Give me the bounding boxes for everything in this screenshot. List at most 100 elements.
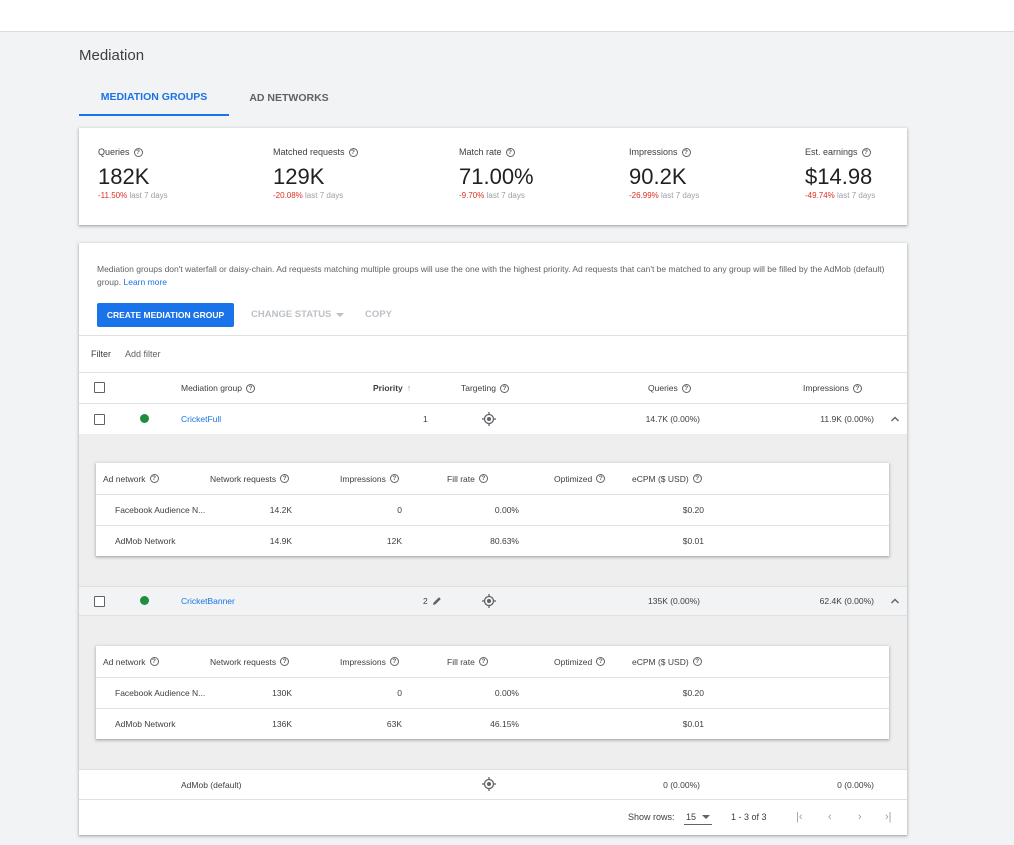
status-dot <box>140 414 149 423</box>
network-impressions: 12K <box>386 536 402 546</box>
help-icon[interactable]: ? <box>149 657 159 666</box>
stat-change: -49.74% <box>805 191 835 200</box>
header-label: Targeting <box>461 383 496 393</box>
page-range: 1 - 3 of 3 <box>731 812 767 822</box>
subheader-label: Network requests <box>210 473 277 484</box>
stat-impressions: Impressions? 90.2K -26.99% last 7 days <box>629 147 699 200</box>
header-impressions[interactable]: Impressions? <box>803 383 862 393</box>
network-requests: 14.2K <box>269 505 292 515</box>
targeting-icon[interactable] <box>482 412 496 426</box>
help-icon[interactable]: ? <box>478 474 488 483</box>
learn-more-link[interactable]: Learn more <box>123 277 167 287</box>
stat-period: last 7 days <box>305 191 344 200</box>
select-all-checkbox[interactable] <box>94 382 105 393</box>
help-icon[interactable]: ? <box>499 383 509 393</box>
subheader-fill-rate: Fill rate? <box>447 646 488 677</box>
network-requests: 130K <box>272 688 292 698</box>
queries-value: 0 (0.00%) <box>663 779 700 790</box>
stat-queries: Queries? 182K -11.50% last 7 days <box>98 147 168 200</box>
add-filter-input[interactable]: Add filter <box>125 349 161 359</box>
subheader-ad-network: Ad network? <box>103 463 159 494</box>
network-ecpm: $0.20 <box>682 505 704 515</box>
rows-per-page-select[interactable]: 15 <box>684 799 713 835</box>
help-icon[interactable]: ? <box>681 383 691 393</box>
mediation-groups-card: Mediation groups don't waterfall or dais… <box>79 243 907 835</box>
status-dot <box>140 596 149 605</box>
network-impressions: 0 <box>397 688 402 698</box>
show-rows-label: Show rows: <box>628 812 675 822</box>
network-name: Facebook Audience N... <box>115 688 206 698</box>
tab-ad-networks[interactable]: AD NETWORKS <box>249 92 329 104</box>
subheader-network-requests: Network requests? <box>210 463 290 494</box>
help-icon[interactable]: ? <box>389 657 399 666</box>
tab-mediation-groups[interactable]: MEDIATION GROUPS <box>79 80 229 116</box>
subheader-label: Optimized <box>554 656 593 667</box>
subheader-ecpm: eCPM ($ USD)? <box>632 646 702 677</box>
network-fill-rate: 0.00% <box>494 505 519 515</box>
create-mediation-group-button[interactable]: CREATE MEDIATION GROUP <box>97 303 234 327</box>
next-page-icon[interactable]: › <box>858 811 862 823</box>
notice-body: Mediation groups don't waterfall or dais… <box>97 264 885 287</box>
edit-pencil-icon[interactable] <box>432 596 442 606</box>
subheader-label: Impressions <box>340 473 386 484</box>
ad-networks-subtable: Ad network? Network requests? Impression… <box>96 646 889 739</box>
chevron-up-icon[interactable] <box>890 414 900 424</box>
help-icon[interactable]: ? <box>505 147 515 157</box>
subheader-label: Ad network <box>103 473 146 484</box>
header-mediation-group[interactable]: Mediation group? <box>181 383 255 393</box>
help-icon[interactable]: ? <box>852 383 862 393</box>
row-checkbox[interactable] <box>94 596 105 607</box>
subheader-impressions: Impressions? <box>340 646 399 677</box>
help-icon[interactable]: ? <box>692 657 702 666</box>
network-ecpm: $0.20 <box>682 688 704 698</box>
subheader-impressions: Impressions? <box>340 463 399 494</box>
targeting-icon[interactable] <box>482 594 496 608</box>
table-row[interactable]: CricketBanner 2 135K (0.00%) 62.4K (0.00… <box>79 586 907 616</box>
ad-networks-subtable: Ad network? Network requests? Impression… <box>96 463 889 556</box>
help-icon[interactable]: ? <box>280 474 290 483</box>
help-icon[interactable]: ? <box>348 147 358 157</box>
stat-label: Est. earnings <box>805 147 858 157</box>
network-ecpm: $0.01 <box>682 719 704 729</box>
change-status-button[interactable]: CHANGE STATUS <box>251 309 345 320</box>
network-impressions: 0 <box>397 505 402 515</box>
stat-value: 182K <box>98 164 150 189</box>
header-queries[interactable]: Queries? <box>648 383 691 393</box>
table-row[interactable]: CricketFull 1 14.7K (0.00%) 11.9K (0.00%… <box>79 404 907 434</box>
row-checkbox[interactable] <box>94 414 105 425</box>
table-row[interactable]: AdMob (default) 0 (0.00%) 0 (0.00%) <box>79 770 907 799</box>
group-name-link[interactable]: CricketBanner <box>181 596 235 606</box>
help-icon[interactable]: ? <box>681 147 691 157</box>
help-icon[interactable]: ? <box>692 474 702 483</box>
stat-label: Queries <box>98 147 130 157</box>
network-impressions: 63K <box>386 719 402 729</box>
first-page-icon[interactable]: |‹ <box>796 811 803 823</box>
group-name-link[interactable]: CricketFull <box>181 414 222 424</box>
help-icon[interactable]: ? <box>133 147 143 157</box>
copy-button[interactable]: COPY <box>365 309 392 320</box>
network-fill-rate: 80.63% <box>490 536 519 546</box>
divider <box>79 335 907 336</box>
help-icon[interactable]: ? <box>596 657 606 666</box>
page-title: Mediation <box>79 47 145 64</box>
chevron-up-icon[interactable] <box>890 596 900 606</box>
tab-bar: MEDIATION GROUPS AD NETWORKS <box>79 80 349 116</box>
header-targeting[interactable]: Targeting? <box>461 383 509 393</box>
pagination-bar: Show rows: 15 1 - 3 of 3 |‹ ‹ › ›| <box>79 799 907 835</box>
header-priority[interactable]: Priority ↑ <box>373 383 411 393</box>
subheader-network-requests: Network requests? <box>210 646 290 677</box>
last-page-icon[interactable]: ›| <box>885 811 892 823</box>
help-icon[interactable]: ? <box>245 383 255 393</box>
help-icon[interactable]: ? <box>861 147 871 157</box>
help-icon[interactable]: ? <box>389 474 399 483</box>
stat-value: 71.00% <box>459 164 534 189</box>
help-icon[interactable]: ? <box>596 474 606 483</box>
targeting-icon[interactable] <box>482 777 496 791</box>
queries-value: 135K (0.00%) <box>648 596 700 606</box>
help-icon[interactable]: ? <box>149 474 159 483</box>
network-name: AdMob Network <box>115 536 176 546</box>
help-icon[interactable]: ? <box>280 657 290 666</box>
help-icon[interactable]: ? <box>478 657 488 666</box>
prev-page-icon[interactable]: ‹ <box>828 811 832 823</box>
subheader-optimized: Optimized? <box>554 463 606 494</box>
